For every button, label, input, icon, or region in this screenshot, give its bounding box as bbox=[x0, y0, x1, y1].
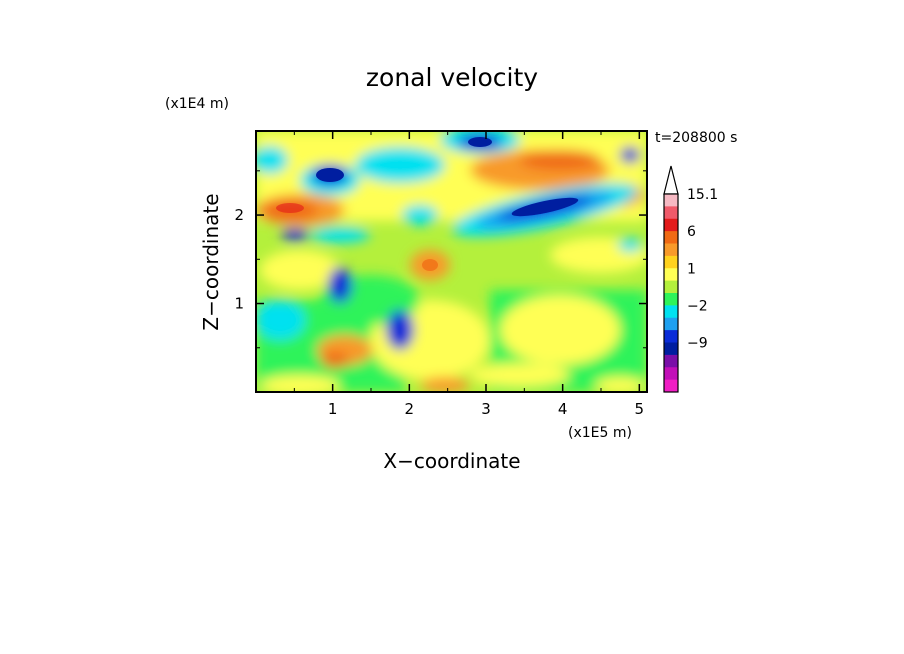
colorbar-segment bbox=[664, 293, 678, 306]
colorbar-segment bbox=[664, 206, 678, 220]
colorbar-label: 6 bbox=[687, 224, 696, 240]
y-tick-label: 1 bbox=[234, 295, 244, 313]
colorbar-segment bbox=[664, 255, 678, 269]
colorbar-segment bbox=[664, 218, 678, 232]
field-region bbox=[500, 295, 620, 365]
colorbar-label: 1 bbox=[687, 261, 696, 277]
field-region bbox=[520, 150, 600, 170]
x-tick-label: 1 bbox=[328, 400, 338, 418]
field-region bbox=[321, 352, 349, 368]
colorbar-segment bbox=[664, 354, 678, 368]
colorbar-label: 15.1 bbox=[687, 187, 718, 203]
colorbar-segment bbox=[664, 367, 678, 381]
field-region bbox=[260, 375, 340, 392]
field-region bbox=[402, 205, 438, 225]
colorbar: 15.1 6 1 −2 −9 bbox=[663, 165, 718, 393]
y-units-label: (x1E4 m) bbox=[165, 96, 229, 112]
field-region bbox=[256, 146, 288, 174]
colorbar-segment bbox=[664, 379, 678, 393]
x-axis-label: X−coordinate bbox=[383, 449, 520, 473]
x-tick-label: 5 bbox=[635, 400, 645, 418]
colorbar-segment bbox=[664, 268, 678, 282]
x-tick-label: 2 bbox=[405, 400, 415, 418]
field-region bbox=[310, 227, 370, 243]
time-label: t=208800 s bbox=[655, 130, 737, 146]
x-tick-label: 4 bbox=[558, 400, 568, 418]
colorbar-segment bbox=[664, 305, 678, 319]
y-tick-label: 2 bbox=[234, 206, 244, 224]
field-region bbox=[328, 267, 352, 303]
field-core bbox=[276, 203, 304, 213]
colorbar-frame bbox=[663, 193, 679, 393]
field-region bbox=[595, 377, 645, 392]
colorbar-extend-arrow bbox=[663, 165, 679, 195]
field-core bbox=[511, 197, 579, 217]
field-region bbox=[355, 147, 445, 183]
field-core bbox=[422, 259, 438, 271]
chart-title: zonal velocity bbox=[366, 63, 538, 92]
colorbar-segment bbox=[664, 342, 678, 356]
colorbar-segment bbox=[664, 243, 678, 257]
field-region bbox=[620, 147, 640, 163]
x-units-label: (x1E5 m) bbox=[568, 425, 632, 441]
field-region bbox=[618, 238, 642, 252]
colorbar-segment bbox=[664, 231, 678, 244]
field-region bbox=[420, 377, 470, 392]
axis-ticks: 1 2 3 4 5 1 2 bbox=[234, 131, 647, 418]
field-region bbox=[256, 300, 305, 340]
colorbar-segment bbox=[664, 317, 678, 331]
colorbar-label: −9 bbox=[687, 336, 708, 352]
plot-area bbox=[256, 131, 647, 392]
field-core bbox=[316, 168, 344, 182]
field-region bbox=[470, 363, 570, 387]
field-region bbox=[260, 250, 340, 290]
colorbar-segment bbox=[664, 194, 678, 207]
x-tick-label: 3 bbox=[481, 400, 491, 418]
plot-frame bbox=[255, 130, 648, 393]
field-core bbox=[468, 137, 492, 147]
colorbar-segment bbox=[664, 330, 678, 343]
colorbar-segment bbox=[664, 280, 678, 294]
field-region bbox=[386, 310, 414, 350]
field-region bbox=[281, 229, 309, 241]
colorbar-label: −2 bbox=[687, 298, 708, 314]
y-axis-label: Z−coordinate bbox=[199, 193, 223, 330]
